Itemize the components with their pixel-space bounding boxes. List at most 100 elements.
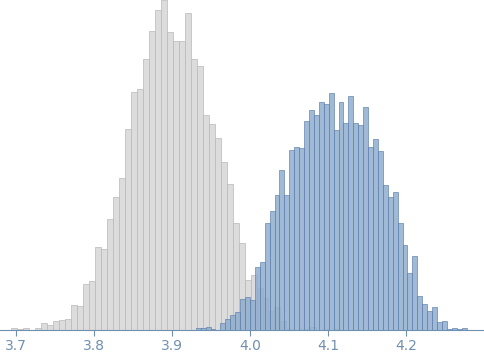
Bar — [240, 299, 245, 330]
Bar — [220, 323, 225, 330]
Bar — [462, 328, 467, 330]
Bar — [319, 102, 324, 330]
Bar — [412, 256, 417, 330]
Bar — [442, 321, 447, 330]
Bar — [279, 170, 285, 330]
Bar — [287, 329, 292, 330]
Bar — [143, 59, 149, 330]
Bar — [131, 92, 136, 330]
Bar — [250, 301, 255, 330]
Bar — [179, 41, 184, 330]
Bar — [11, 328, 17, 330]
Bar — [53, 321, 59, 330]
Bar — [203, 115, 209, 330]
Bar — [353, 123, 358, 330]
Bar — [378, 151, 383, 330]
Bar — [274, 195, 279, 330]
Bar — [452, 328, 457, 330]
Bar — [71, 305, 77, 330]
Bar — [47, 325, 53, 330]
Bar — [299, 329, 304, 330]
Bar — [211, 329, 215, 330]
Bar — [338, 102, 344, 330]
Bar — [209, 124, 214, 330]
Bar — [221, 162, 227, 330]
Bar — [329, 93, 333, 330]
Bar — [333, 130, 338, 330]
Bar — [230, 315, 235, 330]
Bar — [113, 197, 119, 330]
Bar — [324, 103, 329, 330]
Bar — [257, 288, 262, 330]
Bar — [214, 138, 221, 330]
Bar — [314, 115, 319, 330]
Bar — [255, 267, 260, 330]
Bar — [334, 329, 340, 330]
Bar — [260, 262, 265, 330]
Bar — [403, 245, 408, 330]
Bar — [155, 11, 161, 330]
Bar — [294, 147, 299, 330]
Bar — [368, 147, 373, 330]
Bar — [373, 139, 378, 330]
Bar — [309, 110, 314, 330]
Bar — [285, 195, 289, 330]
Bar — [437, 322, 442, 330]
Bar — [344, 123, 348, 330]
Bar — [23, 328, 29, 330]
Bar — [447, 329, 452, 330]
Bar — [197, 66, 203, 330]
Bar — [304, 329, 310, 330]
Bar — [149, 31, 155, 330]
Bar — [184, 13, 191, 330]
Bar — [35, 328, 41, 330]
Bar — [227, 184, 232, 330]
Bar — [310, 327, 317, 330]
Bar — [244, 280, 251, 330]
Bar — [95, 248, 101, 330]
Bar — [289, 150, 294, 330]
Bar — [235, 312, 240, 330]
Bar — [397, 223, 403, 330]
Bar — [269, 311, 274, 330]
Bar — [107, 219, 113, 330]
Bar — [41, 323, 47, 330]
Bar — [363, 107, 368, 330]
Bar — [388, 197, 393, 330]
Bar — [166, 32, 173, 330]
Bar — [322, 329, 328, 330]
Bar — [427, 311, 432, 330]
Bar — [17, 329, 23, 330]
Bar — [239, 243, 244, 330]
Bar — [173, 41, 179, 330]
Bar — [262, 298, 269, 330]
Bar — [101, 249, 107, 330]
Bar — [77, 306, 83, 330]
Bar — [161, 0, 166, 330]
Bar — [225, 319, 230, 330]
Bar — [417, 296, 422, 330]
Bar — [125, 129, 131, 330]
Bar — [457, 329, 462, 330]
Bar — [432, 307, 437, 330]
Bar — [280, 321, 287, 330]
Bar — [383, 185, 388, 330]
Bar — [274, 307, 280, 330]
Bar — [408, 273, 412, 330]
Bar — [191, 59, 197, 330]
Bar — [59, 320, 65, 330]
Bar — [65, 319, 71, 330]
Bar — [119, 178, 125, 330]
Bar — [265, 223, 270, 330]
Bar — [245, 297, 250, 330]
Bar — [89, 281, 95, 330]
Bar — [358, 126, 363, 330]
Bar — [251, 275, 257, 330]
Bar — [393, 192, 397, 330]
Bar — [270, 211, 274, 330]
Bar — [136, 89, 143, 330]
Bar — [304, 121, 309, 330]
Bar — [206, 327, 211, 330]
Bar — [299, 148, 304, 330]
Bar — [422, 304, 427, 330]
